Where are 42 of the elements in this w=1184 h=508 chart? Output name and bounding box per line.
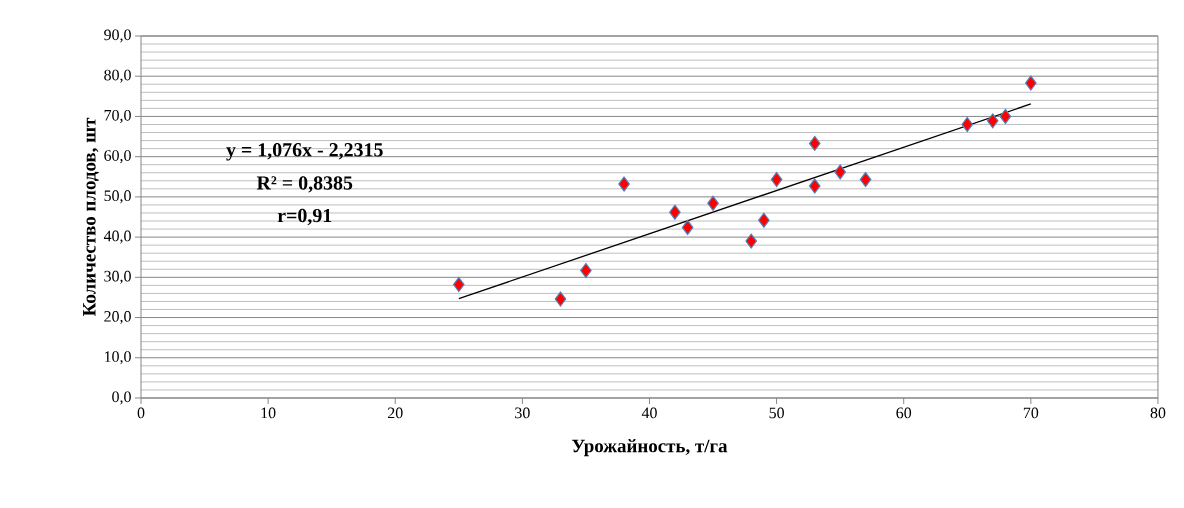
y-tick-label: 20,0 bbox=[104, 311, 131, 325]
point bbox=[986, 113, 999, 129]
y-tick-label: 80,0 bbox=[104, 69, 131, 83]
x-tick-label: 50 bbox=[769, 407, 784, 419]
y-tick-label: 30,0 bbox=[104, 270, 131, 284]
point bbox=[618, 176, 630, 192]
point bbox=[999, 108, 1012, 125]
y-axis-title: Количество плодов, шт bbox=[83, 117, 99, 317]
point bbox=[681, 219, 694, 236]
point bbox=[834, 164, 846, 180]
y-tick-label: 90,0 bbox=[104, 29, 131, 43]
x-tick-label: 0 bbox=[137, 407, 145, 419]
point bbox=[758, 212, 770, 228]
point bbox=[669, 204, 681, 220]
point bbox=[808, 135, 821, 151]
point bbox=[808, 178, 821, 194]
annotation: r=0,91 bbox=[277, 208, 332, 226]
annotation: R² = 0,8385 bbox=[256, 176, 353, 193]
point bbox=[554, 291, 567, 307]
x-tick-label: 20 bbox=[387, 407, 403, 419]
point bbox=[1025, 75, 1037, 91]
y-tick-label: 60,0 bbox=[104, 150, 131, 164]
point bbox=[745, 233, 758, 249]
point bbox=[770, 172, 783, 188]
point bbox=[580, 262, 592, 279]
y-tick-label: 70,0 bbox=[104, 109, 131, 123]
x-tick-label: 70 bbox=[1023, 407, 1039, 419]
x-tick-label: 60 bbox=[896, 407, 912, 419]
point bbox=[452, 276, 465, 293]
x-tick-label: 30 bbox=[515, 407, 530, 419]
point bbox=[859, 172, 872, 188]
y-tick-label: 0,0 bbox=[112, 391, 131, 405]
x-tick-label: 10 bbox=[261, 407, 276, 419]
y-tick-label: 50,0 bbox=[104, 190, 131, 204]
x-tick-label: 40 bbox=[641, 407, 657, 419]
x-tick-label: 80 bbox=[1150, 407, 1166, 419]
point bbox=[961, 116, 974, 133]
point bbox=[707, 195, 719, 211]
annotation: y = 1,076x - 2,2315 bbox=[226, 143, 383, 161]
x-axis-title: Урожайность, т/га bbox=[571, 439, 728, 457]
y-tick-label: 10,0 bbox=[105, 351, 131, 365]
y-tick-label: 40,0 bbox=[103, 230, 131, 244]
